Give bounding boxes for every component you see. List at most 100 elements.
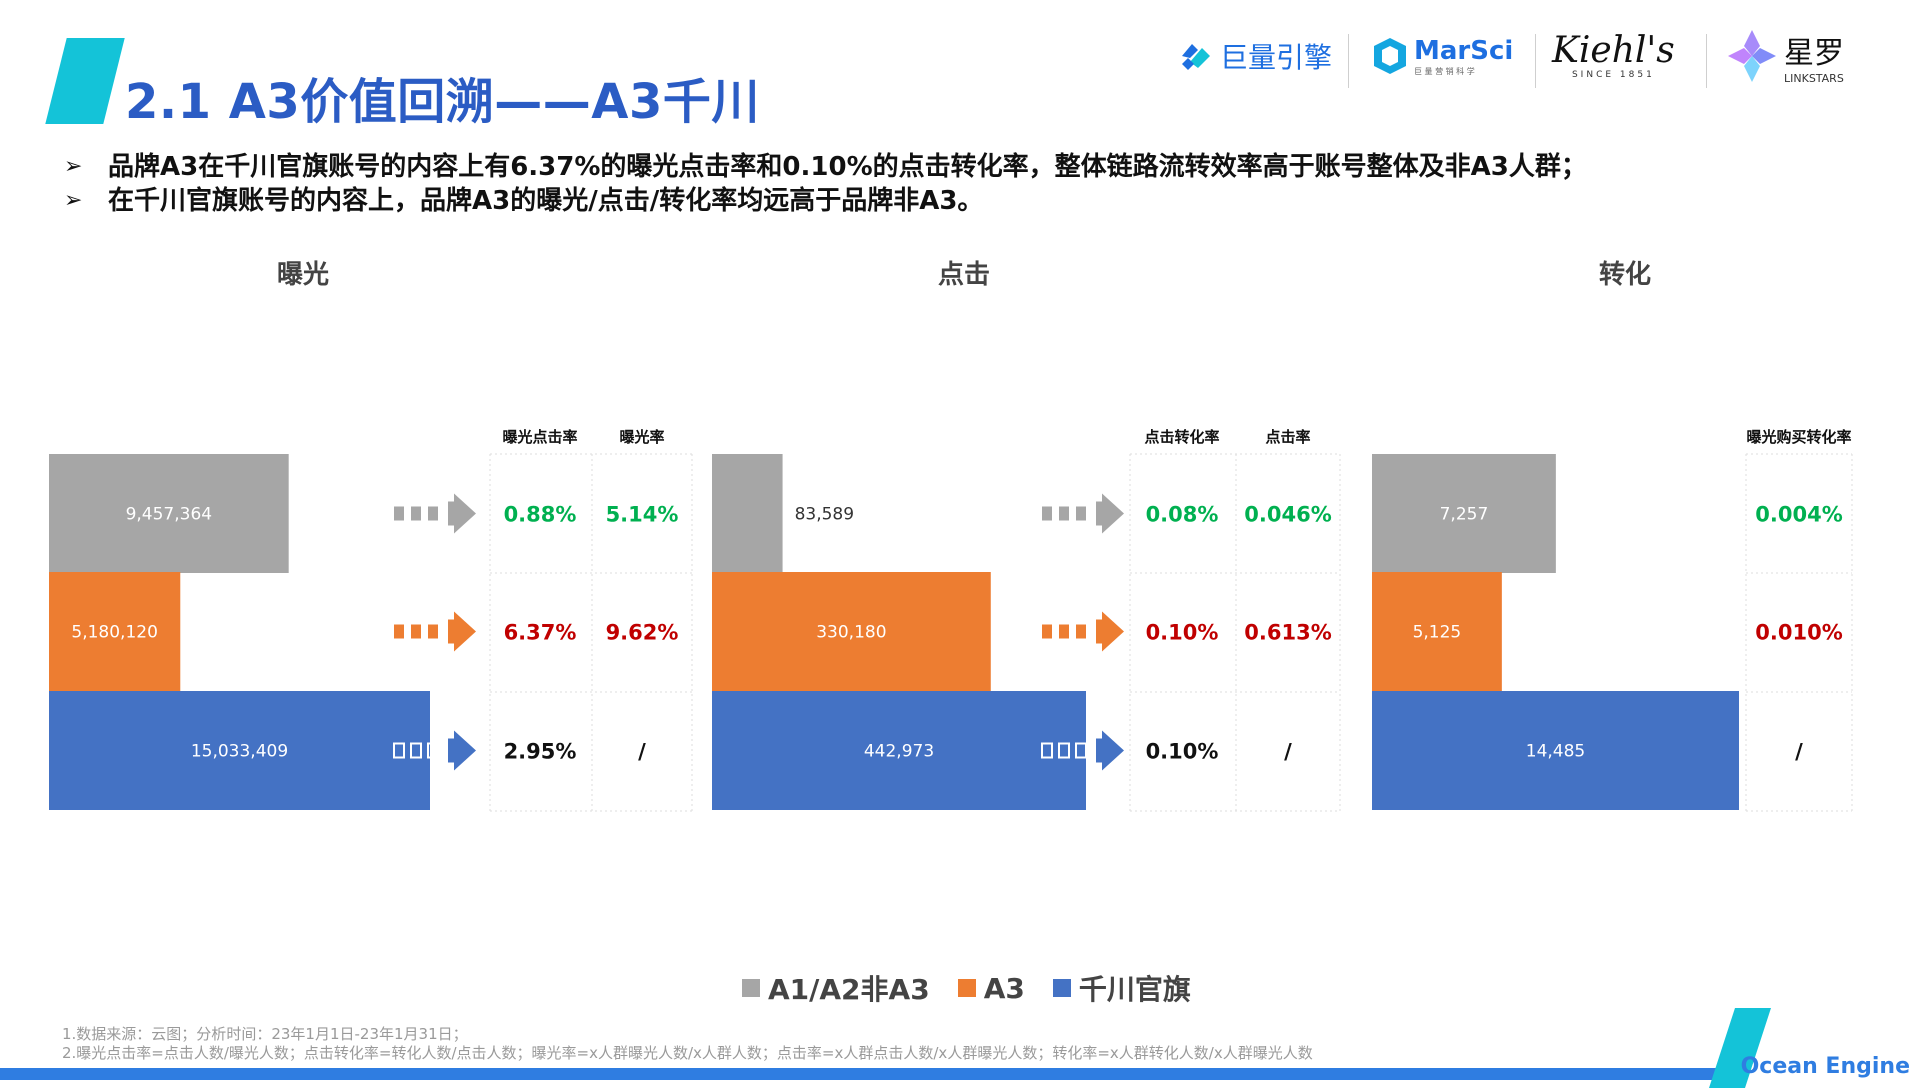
logo-divider [1535,34,1536,88]
rate-header: 曝光率 [619,428,664,446]
partner-logos: 巨量引擎 MarSci 巨 量 营 销 科 学 Kiehl's SINCE 18… [1160,16,1880,96]
chart-title: 点击 [938,259,990,290]
arrow-dash [1075,742,1087,759]
logo-divider [1706,34,1707,88]
marsci-logo-subtext: 巨 量 营 销 科 学 [1414,66,1475,76]
bar-value-label: 14,485 [1526,742,1585,762]
footer-brand: Ocean Engine [1740,1054,1910,1079]
bullet-arrow-icon: ➢ [64,154,83,179]
arrow-dash [394,624,404,639]
arrow-dash [1059,506,1069,521]
arrow-dash [1059,624,1069,639]
bar-value-label: 15,033,409 [191,742,288,762]
rate-value: 6.37% [504,621,577,645]
bullet-text: 品牌A3在千川官旗账号的内容上有6.37%的曝光点击率和0.10%的点击转化率，… [108,152,1587,182]
legend-item: A3 [957,968,1025,1008]
juliang-logo-icon [1182,44,1210,70]
marsci-logo-text: MarSci [1414,35,1514,66]
rate-header: 点击转化率 [1144,428,1219,446]
bar [712,691,1086,810]
legend-label: 千川官旗 [1078,973,1191,1006]
xingtu-logo-icon [1728,30,1776,82]
arrow-dash [1041,742,1053,759]
arrow-dash [394,506,404,521]
legend-swatch-orange [957,979,976,997]
arrow-dash [427,742,439,759]
bar-value-label: 83,589 [795,505,854,525]
arrow-head-icon [448,611,476,652]
legend-item: 千川官旗 [1052,968,1191,1008]
rate-header: 点击率 [1265,428,1310,446]
rate-value: 0.010% [1755,621,1842,645]
kiehls-logo: Kiehl's SINCE 1851 [1552,16,1675,96]
rate-value: 9.62% [606,621,679,645]
bar-value-label: 9,457,364 [126,505,213,525]
bar [49,691,430,810]
xingtu-logo: 星罗 LINKSTARS [1724,16,1844,96]
arrow-dash [393,742,405,759]
bar [712,572,991,691]
bar-value-label: 442,973 [864,742,934,762]
bar [49,572,181,691]
arrow-dash [1042,624,1052,639]
chart-title: 曝光 [277,260,329,290]
bar-value-label: 330,180 [816,623,886,643]
arrow-head-icon [1096,493,1124,534]
arrow-dash [411,624,421,639]
bar [1372,572,1502,691]
arrow-head-icon [1096,611,1124,652]
page-title: 2.1 A3价值回溯——A3千川 [125,74,760,130]
bar [712,454,783,573]
arrow-dash [1058,742,1070,759]
rate-value: / [1284,740,1292,764]
legend-label: A1/A2非A3 [768,973,930,1006]
rate-value: / [638,740,646,764]
rate-value: 0.88% [504,503,577,527]
bar-value-label: 5,180,120 [71,623,158,643]
bullet-text: 在千川官旗账号的内容上，品牌A3的曝光/点击/转化率均远高于品牌非A3。 [108,186,984,216]
arrow-dash [1076,506,1086,521]
logo-divider [1348,34,1349,88]
rate-value: 0.10% [1146,740,1219,764]
bar [1372,454,1556,573]
chart-title: 转化 [1599,260,1651,290]
bar-value-label: 5,125 [1413,623,1462,643]
arrow-head-icon [448,493,476,534]
arrow-dash [1076,624,1086,639]
arrow-dash [428,506,438,521]
bar [49,454,289,573]
rate-value: 5.14% [606,503,679,527]
rate-value: 0.004% [1755,503,1842,527]
footnote-definitions: 2.曝光点击率=点击人数/曝光人数；点击转化率=转化人数/点击人数；曝光率=x人… [62,1044,1313,1062]
xingtu-logo-text: 星罗 [1784,35,1844,71]
rate-value: 0.613% [1244,621,1331,645]
footnotes: 1.数据来源：云图；分析时间：23年1月1日-23年1月31日； 2.曝光点击率… [62,1025,1313,1063]
rate-header: 曝光购买转化率 [1746,428,1851,446]
arrow-head-icon [448,730,476,771]
arrow-dash [1042,506,1052,521]
rate-value: 2.95% [504,740,577,764]
legend-label: A3 [983,971,1025,1005]
bullet-item: ➢ 品牌A3在千川官旗账号的内容上有6.37%的曝光点击率和0.10%的点击转化… [64,150,1587,184]
chart-legend: A1/A2非A3 A3 千川官旗 [742,968,1191,1008]
bullet-arrow-icon: ➢ [64,188,83,213]
kiehls-logo-text: Kiehl's [1552,30,1675,71]
kiehls-logo-subtext: SINCE 1851 [1571,70,1655,80]
xingtu-logo-subtext: LINKSTARS [1784,71,1844,85]
summary-bullets: ➢ 品牌A3在千川官旗账号的内容上有6.37%的曝光点击率和0.10%的点击转化… [64,150,1587,218]
arrow-dash [411,506,421,521]
marsci-logo-icon [1374,38,1406,74]
footer-bar [0,1068,1720,1080]
juliang-logo-text: 巨量引擎 [1220,41,1333,74]
rate-value: 0.08% [1146,503,1219,527]
arrow-dash [410,742,422,759]
legend-swatch-blue [1052,979,1071,997]
marsci-logo: MarSci 巨 量 营 销 科 学 [1370,16,1513,96]
legend-swatch-gray [742,979,760,997]
bar [1372,691,1739,810]
footnote-source: 1.数据来源：云图；分析时间：23年1月1日-23年1月31日； [62,1025,468,1043]
rate-header: 曝光点击率 [502,428,577,446]
rate-value: 0.046% [1244,503,1331,527]
bar-value-label: 7,257 [1440,505,1489,525]
rate-value: / [1795,740,1803,764]
